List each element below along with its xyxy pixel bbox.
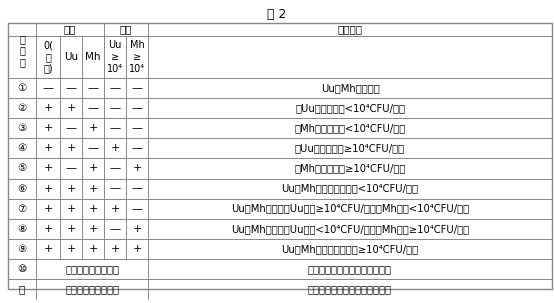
Text: +: + xyxy=(110,143,120,153)
Text: +: + xyxy=(43,103,53,113)
Text: +: + xyxy=(66,204,76,214)
Text: Uu
≥
10⁴: Uu ≥ 10⁴ xyxy=(107,40,123,74)
Text: —: — xyxy=(88,143,99,153)
Text: +: + xyxy=(66,184,76,194)
Text: —: — xyxy=(110,103,121,113)
Text: ②: ② xyxy=(17,103,27,113)
Text: +: + xyxy=(88,204,98,214)
Text: +: + xyxy=(43,224,53,234)
Text: +: + xyxy=(43,123,53,133)
Text: +: + xyxy=(132,244,142,254)
Text: ④: ④ xyxy=(17,143,27,153)
Text: 需作出报警提示并人工进行处理: 需作出报警提示并人工进行处理 xyxy=(308,264,392,274)
Text: +: + xyxy=(110,244,120,254)
Text: +: + xyxy=(132,224,142,234)
Text: 以上所有组合之外的: 以上所有组合之外的 xyxy=(65,264,119,274)
Text: —: — xyxy=(131,143,142,153)
Text: —: — xyxy=(110,123,121,133)
Text: 仅Mh存在且浓度≥10⁴CFU/标本: 仅Mh存在且浓度≥10⁴CFU/标本 xyxy=(294,163,406,173)
Text: —: — xyxy=(43,83,54,93)
Text: +: + xyxy=(43,204,53,214)
Text: Mh
≥
10⁴: Mh ≥ 10⁴ xyxy=(129,40,145,74)
Text: +: + xyxy=(88,184,98,194)
Text: ⑩: ⑩ xyxy=(17,264,27,274)
Text: —: — xyxy=(88,83,99,93)
Text: 需作出报警提示并人工进行处理: 需作出报警提示并人工进行处理 xyxy=(308,284,392,294)
Text: 反
应
杯: 反 应 杯 xyxy=(19,34,25,67)
Text: 颜色介于阴阳性之间: 颜色介于阴阳性之间 xyxy=(65,284,119,294)
Text: +: + xyxy=(66,244,76,254)
Text: —: — xyxy=(65,83,76,93)
Text: —: — xyxy=(110,83,121,93)
Text: —: — xyxy=(110,163,121,173)
Text: Uu、Mh都存在且Uu浓度<10⁴CFU/标本，Mh浓度≥10⁴CFU/标本: Uu、Mh都存在且Uu浓度<10⁴CFU/标本，Mh浓度≥10⁴CFU/标本 xyxy=(231,224,469,234)
Text: +: + xyxy=(66,224,76,234)
Text: 仅Uu存在但浓度<10⁴CFU/标本: 仅Uu存在但浓度<10⁴CFU/标本 xyxy=(295,103,405,113)
Text: —: — xyxy=(131,184,142,194)
Text: +: + xyxy=(88,244,98,254)
Text: —: — xyxy=(65,163,76,173)
Text: —: — xyxy=(131,103,142,113)
Text: —: — xyxy=(110,224,121,234)
Text: 仅Uu存在且浓度≥10⁴CFU/标本: 仅Uu存在且浓度≥10⁴CFU/标本 xyxy=(295,143,405,153)
Text: 仅Mh存在但浓度<10⁴CFU/标本: 仅Mh存在但浓度<10⁴CFU/标本 xyxy=(294,123,406,133)
Text: 表 2: 表 2 xyxy=(268,8,286,21)
Text: —: — xyxy=(88,103,99,113)
Text: +: + xyxy=(43,143,53,153)
Text: —: — xyxy=(110,184,121,194)
Text: ①: ① xyxy=(17,83,27,93)
Text: +: + xyxy=(88,123,98,133)
Text: Uu、Mh都存在且浓度均≥10⁴CFU/标本: Uu、Mh都存在且浓度均≥10⁴CFU/标本 xyxy=(281,244,419,254)
Text: Uu、Mh均不存在: Uu、Mh均不存在 xyxy=(321,83,379,93)
Text: +: + xyxy=(88,224,98,234)
Text: Uu、Mh都存在且Uu浓度≥10⁴CFU/标本，Mh浓度<10⁴CFU/标本: Uu、Mh都存在且Uu浓度≥10⁴CFU/标本，Mh浓度<10⁴CFU/标本 xyxy=(231,204,469,214)
Text: +: + xyxy=(43,184,53,194)
Text: ⑦: ⑦ xyxy=(17,204,27,214)
Text: ⑧: ⑧ xyxy=(17,224,27,234)
Text: —: — xyxy=(131,123,142,133)
Text: 计数: 计数 xyxy=(120,25,132,35)
Text: ⑤: ⑤ xyxy=(17,163,27,173)
Text: +: + xyxy=(132,163,142,173)
Text: +: + xyxy=(43,163,53,173)
Text: +: + xyxy=(88,163,98,173)
Text: Uu、Mh都存在但浓度均<10⁴CFU/标本: Uu、Mh都存在但浓度均<10⁴CFU/标本 xyxy=(281,184,418,194)
Text: Uu: Uu xyxy=(64,52,78,62)
Text: Mh: Mh xyxy=(85,52,101,62)
Text: +: + xyxy=(43,244,53,254)
Text: 0(
质
控): 0( 质 控) xyxy=(43,40,53,74)
Bar xyxy=(8,23,552,289)
Text: +: + xyxy=(110,204,120,214)
Text: —: — xyxy=(131,204,142,214)
Text: 鉴定: 鉴定 xyxy=(64,25,76,35)
Text: —: — xyxy=(65,123,76,133)
Text: ⑪: ⑪ xyxy=(19,284,25,294)
Text: —: — xyxy=(131,83,142,93)
Text: ⑥: ⑥ xyxy=(17,184,27,194)
Text: 结果解读: 结果解读 xyxy=(337,25,362,35)
Text: ③: ③ xyxy=(17,123,27,133)
Text: +: + xyxy=(66,143,76,153)
Text: ⑨: ⑨ xyxy=(17,244,27,254)
Text: +: + xyxy=(66,103,76,113)
